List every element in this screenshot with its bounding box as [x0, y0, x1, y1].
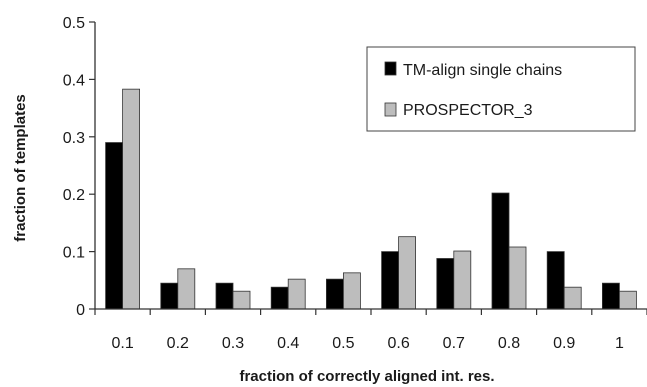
y-tick-label: 0.3	[63, 130, 85, 147]
bar-tm-align-0.6	[381, 251, 400, 310]
legend-box	[366, 46, 636, 132]
x-tick-label: 0.4	[277, 335, 299, 352]
y-tick-label: 0.2	[63, 187, 85, 204]
bar-prospector-0.9	[563, 286, 582, 310]
y-tick-label: 0.5	[63, 15, 85, 32]
bar-prospector-0.7	[453, 250, 472, 310]
x-tick-label: 0.2	[167, 335, 189, 352]
bar-tm-align-0.8	[491, 192, 510, 310]
bar-tm-align-0.2	[160, 282, 179, 310]
legend-label-prospector: PROSPECTOR_3	[403, 102, 533, 119]
bar-prospector-0.1	[122, 88, 140, 310]
bar-prospector-1	[619, 290, 637, 310]
y-tick-label: 0.1	[63, 245, 85, 262]
bar-tm-align-0.5	[325, 278, 344, 310]
bar-prospector-0.4	[287, 278, 306, 310]
bar-prospector-0.6	[398, 236, 417, 310]
bar-prospector-0.8	[508, 246, 527, 310]
x-axis-ticks: 0.1 0.2 0.3 0.4 0.5 0.6 0.7 0.8 0.9 1	[94, 309, 647, 352]
bar-tm-align-0.1	[105, 142, 123, 310]
bars-layer	[105, 88, 637, 310]
bar-tm-align-1	[602, 282, 620, 310]
bar-tm-align-0.9	[546, 251, 565, 310]
bar-prospector-0.3	[232, 290, 251, 310]
bar-tm-align-0.3	[215, 282, 234, 310]
y-tick-label: 0.4	[63, 72, 85, 89]
x-tick-label: 0.1	[111, 335, 133, 352]
x-tick-label: 0.3	[222, 335, 244, 352]
legend: TM-align single chains PROSPECTOR_3	[366, 46, 636, 132]
x-tick-label: 0.8	[498, 335, 520, 352]
x-axis-title: fraction of correctly aligned int. res.	[239, 368, 494, 385]
x-tick-label: 0.7	[443, 335, 465, 352]
legend-label-tm-align: TM-align single chains	[403, 62, 562, 79]
x-tick-label: 0.9	[553, 335, 575, 352]
legend-swatch-tm-align	[384, 61, 397, 76]
bar-prospector-0.2	[177, 268, 196, 310]
bar-tm-align-0.7	[436, 258, 455, 310]
x-tick-label: 0.6	[387, 335, 409, 352]
legend-swatch-prospector	[384, 102, 397, 117]
bar-prospector-0.5	[342, 272, 361, 310]
y-axis-ticks: 0 0.1 0.2 0.3 0.4 0.5	[63, 15, 95, 319]
x-tick-label: 1	[615, 335, 624, 352]
y-tick-label: 0	[76, 302, 85, 319]
x-tick-label: 0.5	[332, 335, 354, 352]
bar-tm-align-0.4	[270, 286, 289, 310]
y-axis-title: fraction of templates	[12, 94, 29, 242]
